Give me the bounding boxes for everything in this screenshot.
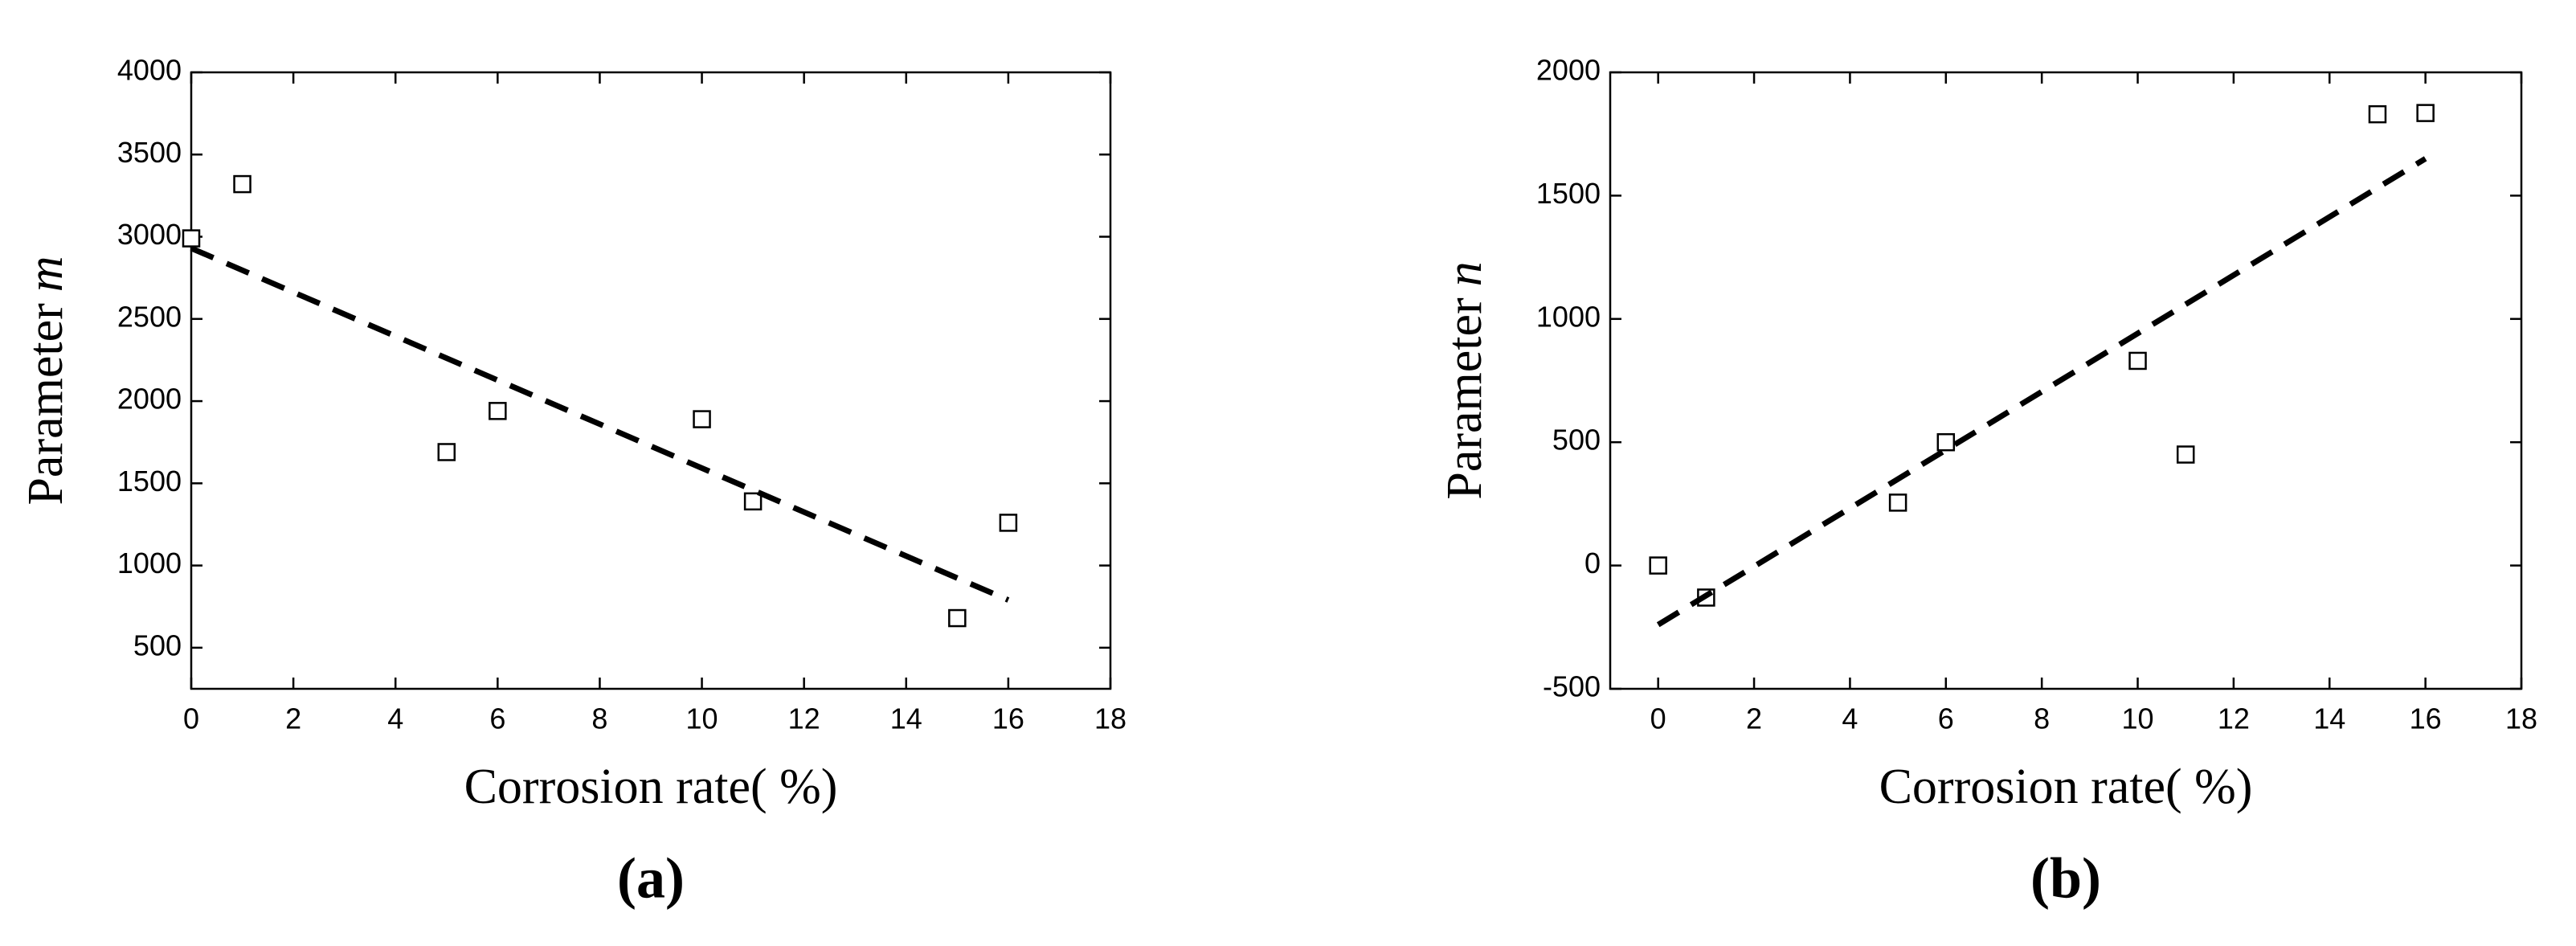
- x-tick-label: 16: [2410, 702, 2442, 735]
- y-axis-label-text: Parameter: [1437, 297, 1492, 500]
- x-tick-label: 18: [2505, 702, 2537, 735]
- scatter-point: [2416, 104, 2435, 122]
- y-tick-label: 2500: [117, 300, 182, 333]
- x-tick-label: 16: [992, 702, 1024, 735]
- scatter-point: [1649, 556, 1667, 575]
- x-tick-label: 2: [1746, 702, 1762, 735]
- y-tick-label: 1500: [117, 465, 182, 498]
- y-axis-label: Parameter n: [1437, 261, 1492, 499]
- x-tick-label: 8: [591, 702, 607, 735]
- y-axis-label: Parameter m: [18, 256, 73, 505]
- x-tick-label: 4: [1842, 702, 1858, 735]
- x-tick-label: 12: [788, 702, 820, 735]
- y-axis-label-text: Parameter: [18, 303, 73, 506]
- scatter-point: [233, 174, 251, 194]
- scatter-point: [999, 514, 1018, 532]
- y-tick-label: 1000: [1536, 300, 1601, 333]
- scatter-point: [1936, 432, 1956, 452]
- scatter-point: [693, 410, 711, 428]
- y-tick-label: 500: [133, 629, 182, 661]
- x-tick-label: 8: [2034, 702, 2050, 735]
- x-tick-label: 14: [2313, 702, 2345, 735]
- scatter-point: [2176, 445, 2195, 464]
- x-tick-label: 0: [183, 702, 199, 735]
- x-tick-label: 6: [1938, 702, 1954, 735]
- x-tick-label: 2: [285, 702, 301, 735]
- x-tick-label: 14: [890, 702, 922, 735]
- scatter-point: [2128, 351, 2147, 371]
- fit-line: [190, 245, 1010, 603]
- x-tick-label: 0: [1650, 702, 1666, 735]
- y-tick-label: 2000: [1536, 54, 1601, 87]
- y-tick-label: 3500: [117, 136, 182, 169]
- y-tick-label: 3000: [117, 218, 182, 251]
- scatter-point: [743, 492, 763, 511]
- y-tick-label: 0: [1584, 547, 1601, 579]
- x-tick-label: 12: [2218, 702, 2250, 735]
- y-tick-label: 2000: [117, 383, 182, 416]
- x-tick-label: 6: [489, 702, 505, 735]
- x-tick-label: 10: [686, 702, 718, 735]
- y-tick-label: -500: [1543, 670, 1601, 703]
- x-axis-label: Corrosion rate( %): [1879, 760, 2253, 814]
- y-tick-label: 4000: [117, 54, 182, 87]
- panel-label: (b): [2030, 846, 2101, 911]
- x-axis-label: Corrosion rate( %): [464, 760, 838, 814]
- scatter-point: [948, 608, 967, 628]
- panel-label: (a): [617, 846, 685, 911]
- x-tick-label: 10: [2122, 702, 2154, 735]
- x-tick-label: 18: [1094, 702, 1126, 735]
- scatter-point: [1888, 493, 1907, 512]
- plot-frame: [190, 71, 1112, 690]
- fit-line: [1656, 156, 2427, 628]
- y-tick-label: 500: [1552, 424, 1601, 457]
- scatter-point: [2368, 104, 2387, 124]
- scatter-point: [437, 443, 456, 461]
- plot-frame: [1609, 71, 2523, 690]
- y-axis-label-var: m: [18, 256, 73, 292]
- x-tick-label: 4: [387, 702, 403, 735]
- scatter-point: [489, 402, 507, 420]
- y-axis-label-var: n: [1437, 261, 1492, 286]
- scatter-point: [182, 229, 201, 248]
- y-tick-label: 1500: [1536, 177, 1601, 210]
- y-tick-label: 1000: [117, 547, 182, 579]
